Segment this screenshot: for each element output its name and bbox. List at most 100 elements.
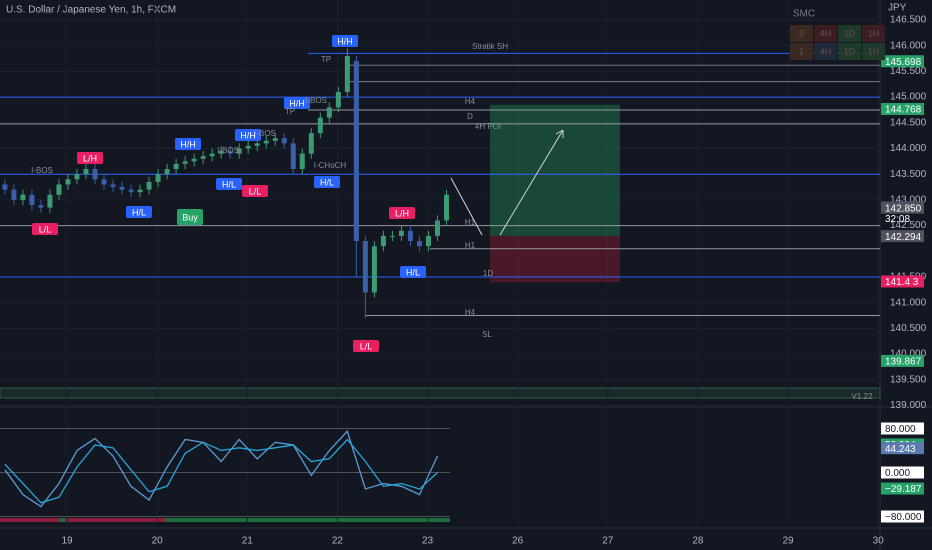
osc-tick-box	[881, 510, 924, 523]
annotation: I-BOS	[31, 166, 53, 175]
countdown: 32:08	[885, 214, 910, 225]
candle-body	[317, 117, 323, 134]
smc-cell-text: 1H	[868, 46, 880, 56]
y-tick-label: 140.000	[890, 349, 927, 360]
chart-title: U.S. Dollar / Japanese Yen, 1h, FXCM	[6, 5, 176, 16]
label-text: H/H	[289, 98, 305, 108]
osc-line	[4, 438, 438, 504]
candle-body	[110, 184, 116, 188]
stop-loss-zone	[490, 235, 620, 283]
candle-body	[74, 174, 80, 180]
candle-body	[398, 230, 404, 236]
smc-cell	[838, 43, 861, 60]
label-text: H/L	[320, 177, 334, 187]
smc-cell-text: 4H	[820, 46, 832, 56]
candle-body	[191, 158, 197, 162]
label-text: H/L	[406, 267, 420, 277]
label-box	[177, 209, 203, 225]
smc-cell-text: 1H	[868, 28, 880, 38]
osc-tag-label: −29.187	[885, 484, 922, 495]
x-tick-label: 29	[783, 536, 795, 547]
oscillator-strip	[0, 518, 450, 522]
y-tick-label: 142.500	[890, 220, 927, 231]
osc-tick-label: 80.000	[885, 424, 916, 435]
y-tick-label: 144.000	[890, 143, 927, 154]
candle-body	[227, 151, 233, 154]
candle-body	[236, 148, 242, 154]
candle-body	[146, 181, 152, 190]
candle-body	[83, 169, 89, 175]
osc-tag-label: 44.243	[885, 444, 916, 455]
y-tick-label: 140.500	[890, 323, 927, 334]
annotation: TP	[285, 107, 295, 116]
candle-body	[200, 156, 206, 159]
price-tag-label: 145.698	[885, 57, 922, 68]
smc-cell-text: 1	[799, 46, 804, 56]
smc-cell-text: 4H	[820, 28, 832, 38]
x-tick-label: 27	[602, 536, 614, 547]
candle-body	[173, 163, 179, 170]
label-text: L/L	[249, 186, 262, 196]
x-tick-label: 21	[242, 536, 254, 547]
label-box	[314, 176, 340, 188]
x-tick-label: 19	[61, 536, 73, 547]
price-tag-label: 139.867	[885, 357, 922, 368]
strip	[165, 518, 450, 522]
label-box	[353, 340, 379, 352]
candle-body	[425, 235, 431, 247]
price-tag	[881, 275, 924, 288]
candle-body	[20, 194, 26, 200]
y-tick-label: 145.500	[890, 66, 927, 77]
osc-tag	[881, 482, 924, 495]
label-text: H/L	[222, 179, 236, 189]
arrow-head	[555, 129, 564, 138]
smc-cell-text: 5	[799, 28, 804, 38]
candle-body	[128, 189, 134, 193]
strip	[65, 518, 165, 522]
smc-cell	[862, 25, 885, 42]
y-tick-label: 139.000	[890, 400, 927, 411]
smc-cell	[814, 43, 837, 60]
candle-body	[389, 235, 395, 237]
label-text: H/H	[337, 36, 353, 46]
smc-title: SMC	[793, 9, 815, 20]
annotation: I-BOS	[217, 146, 239, 155]
annotation: I-CHoCH	[314, 161, 347, 170]
annotation: Stratik SH	[472, 42, 508, 51]
candle-body	[119, 187, 125, 190]
label-text: L/L	[39, 224, 52, 234]
candle-body	[29, 194, 35, 206]
y-tick-label: 146.500	[890, 15, 927, 26]
smc-cell	[838, 25, 861, 42]
annotation: H1	[465, 241, 476, 250]
candle-body	[371, 246, 377, 293]
candle-body	[254, 143, 260, 146]
candle-body	[272, 138, 278, 141]
price-tag	[881, 55, 924, 68]
candle-body	[434, 220, 440, 236]
arrow	[450, 177, 483, 236]
candle-body	[209, 153, 215, 157]
y-tick-label: 146.000	[890, 40, 927, 51]
annotation: 1D	[483, 269, 493, 278]
annotation: H4	[465, 308, 476, 317]
annotation: I-BOS	[305, 96, 327, 105]
candle-body	[416, 241, 422, 247]
price-tag	[881, 201, 924, 214]
candle-body	[101, 179, 107, 185]
label-box	[332, 35, 358, 47]
price-tag	[881, 103, 924, 116]
indicator-band	[0, 387, 881, 399]
candle-body	[218, 151, 224, 154]
smc-cell	[814, 25, 837, 42]
label-text: L/L	[360, 341, 373, 351]
candle-body	[326, 107, 332, 118]
annotation: H1	[465, 218, 476, 227]
candle-body	[281, 138, 287, 144]
label-box	[389, 207, 415, 219]
label-text: L/H	[395, 208, 409, 218]
osc-line	[4, 430, 439, 508]
price-tag-label: 142.850	[885, 203, 922, 214]
price-tag	[881, 230, 924, 243]
